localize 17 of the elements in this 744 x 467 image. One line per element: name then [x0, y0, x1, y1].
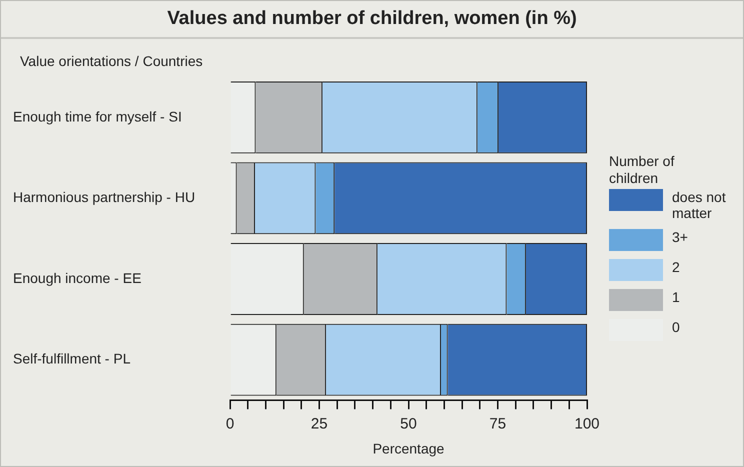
y-tick-label: Enough time for myself - SI [13, 108, 182, 124]
legend-label: 1 [672, 289, 681, 305]
x-axis-title: Percentage [372, 440, 445, 456]
legend-label: 0 [672, 319, 681, 335]
legend-label: 3+ [672, 229, 689, 245]
y-tick-label: Self-fulfillment - PL [13, 350, 131, 367]
x-tick-label: 25 [310, 415, 328, 432]
x-tick-label: 75 [489, 415, 506, 432]
x-tick-label: 100 [574, 415, 600, 432]
y-tick-label: Harmonious partnership - HU [13, 189, 196, 206]
legend-label: does not matter [672, 189, 727, 221]
legend-label: 2 [672, 259, 681, 275]
y-axis-title: Value orientations / Countries [20, 53, 203, 69]
y-tick-label: Enough income - EE [13, 270, 142, 286]
x-tick-label: 50 [400, 415, 417, 432]
chart-title: Values and number of children, women (in %) [1, 1, 743, 39]
x-tick-label: 0 [226, 415, 234, 432]
